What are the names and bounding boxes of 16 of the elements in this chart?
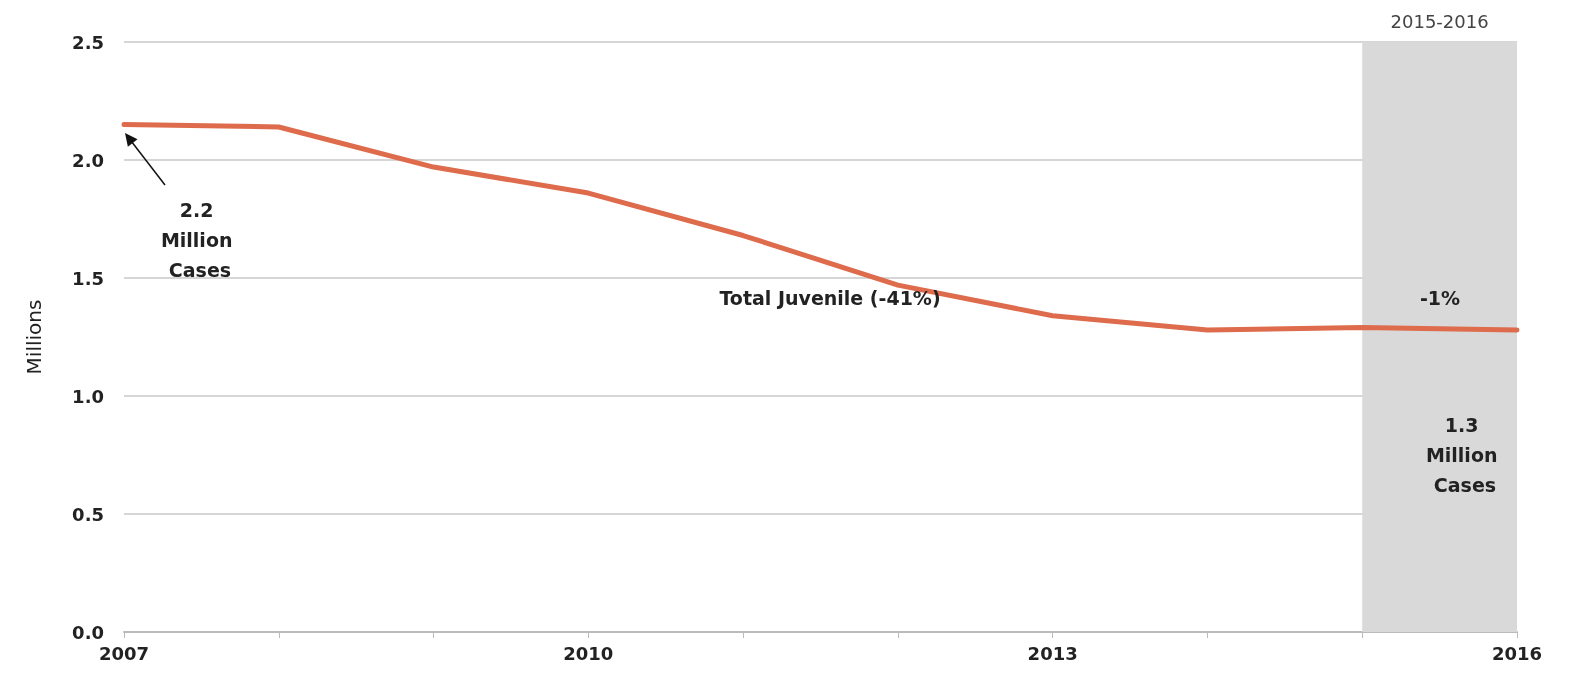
- y-tick-label: 2.5: [72, 31, 104, 53]
- y-tick-label: 2.0: [72, 149, 104, 171]
- x-tick-label: 2013: [1027, 642, 1078, 664]
- band-label: 2015-2016: [1390, 10, 1489, 32]
- y-tick-label: 1.0: [72, 385, 104, 407]
- y-tick-label: 0.0: [72, 621, 104, 643]
- y-axis-title: Millions: [22, 299, 46, 375]
- x-tick-label: 2010: [563, 642, 614, 664]
- annotation: Total Juvenile (-41%): [719, 287, 941, 309]
- y-tick-label: 0.5: [72, 503, 104, 525]
- annotation: -1%: [1419, 287, 1461, 309]
- x-tick-label: 2007: [98, 642, 150, 664]
- y-tick-label: 1.5: [72, 267, 104, 289]
- annotation: 2.2 Million Cases: [160, 199, 240, 281]
- x-tick-label: 2016: [1491, 642, 1543, 664]
- annotation: 1.3 Million Cases: [1425, 414, 1505, 496]
